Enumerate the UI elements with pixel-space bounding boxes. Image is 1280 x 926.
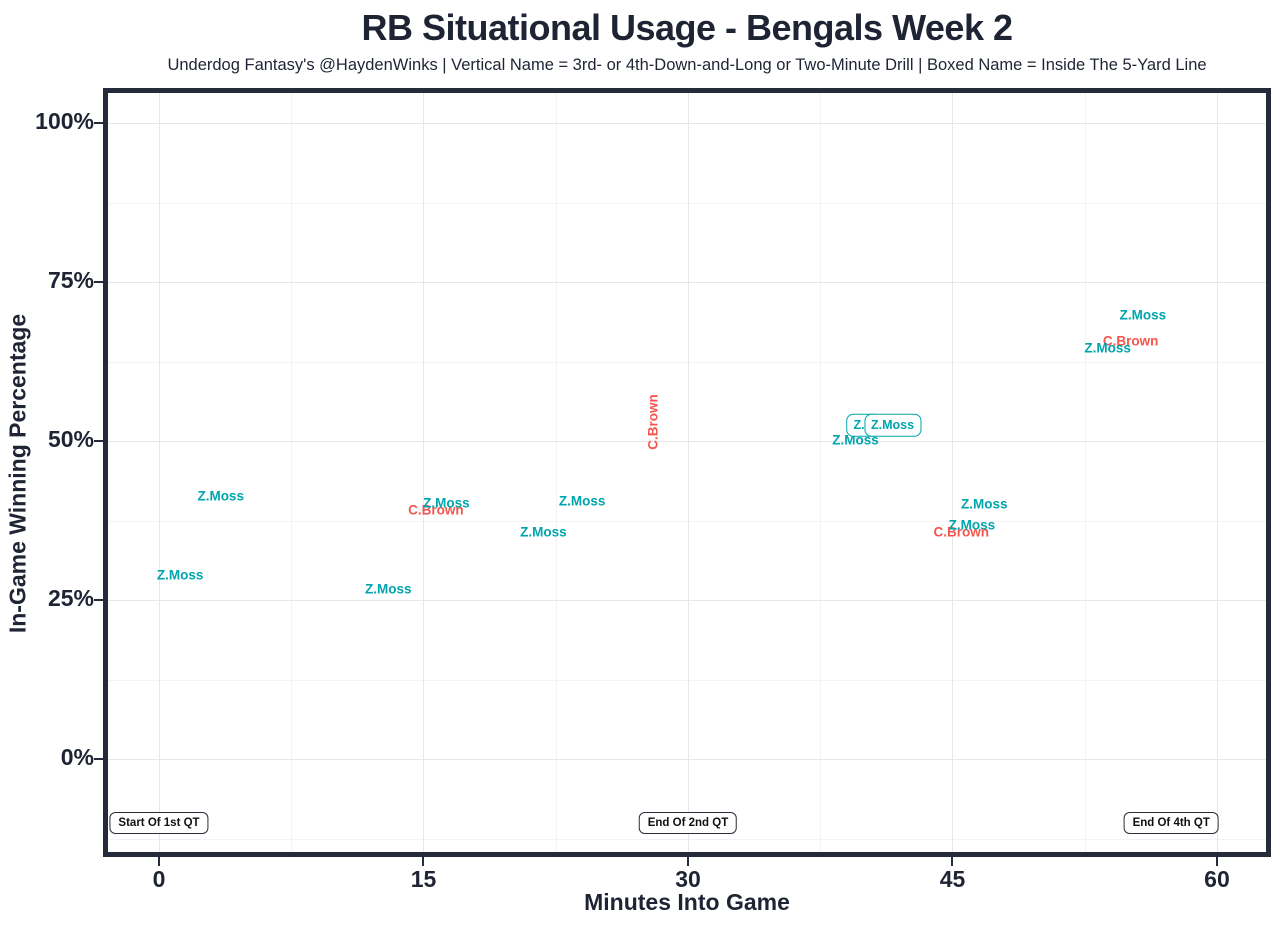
player-label-zmoss: Z.Moss — [948, 517, 996, 533]
x-tick-mark — [686, 857, 689, 866]
player-label-zmoss: Z.Moss — [864, 413, 922, 437]
plot-panel: Z.Moss Z.Moss Z.Moss Z.Moss Z.Moss Z.Moss Z.Mo… — [103, 88, 1271, 857]
gridline-major — [108, 759, 1266, 760]
x-tick-mark — [1215, 857, 1218, 866]
y-tick-mark — [94, 758, 103, 760]
player-label-zmoss: Z.Moss — [1084, 340, 1131, 356]
y-tick-label: 50% — [47, 426, 94, 453]
x-tick-mark — [422, 857, 425, 866]
gridline-minor — [1084, 93, 1086, 852]
x-tick-mark — [951, 857, 954, 866]
grid-layer — [108, 93, 1266, 852]
gridline-minor — [555, 93, 557, 852]
player-label-zmoss: Z.Moss — [423, 494, 470, 510]
gridline-minor — [820, 93, 822, 852]
y-tick-label: 75% — [47, 267, 94, 294]
gridline-minor — [108, 361, 1266, 363]
player-label-zmoss: Z.Moss — [156, 566, 204, 582]
y-axis-title: In-Game Winning Percentage — [4, 313, 31, 634]
x-tick-label: 15 — [410, 866, 437, 892]
x-tick-label: 0 — [152, 866, 166, 892]
player-label-zmoss: Z.Moss — [960, 496, 1008, 512]
title-block: RB Situational Usage - Bengals Week 2 Un… — [103, 6, 1271, 75]
gridline-major — [108, 123, 1266, 124]
gridline-major — [108, 282, 1266, 283]
x-tick-label: 30 — [675, 866, 701, 892]
gridline-minor — [291, 93, 293, 852]
quarter-annotation: End Of 2nd QT — [638, 811, 738, 834]
gridline-major — [1216, 93, 1218, 852]
player-label-cbrown: C.Brown — [1102, 333, 1159, 349]
player-label-zmoss: Z.Moss — [520, 524, 567, 540]
gridline-minor — [108, 838, 1266, 840]
quarter-annotation: Start Of 1st QT — [109, 811, 209, 834]
x-tick-label: 60 — [1204, 866, 1230, 892]
gridline-major — [108, 600, 1266, 601]
gridline-minor — [108, 520, 1266, 522]
gridline-major — [687, 93, 689, 852]
plot-annotation-layer: Z.Moss Z.Moss Z.Moss Z.Moss Z.Moss Z.Moss Z.Mo… — [108, 93, 1266, 852]
player-label-zmoss: Z.Moss — [197, 488, 244, 504]
y-tick-label: 100% — [35, 108, 94, 135]
player-label-cbrown: C.Brown — [933, 524, 990, 540]
gridline-minor — [108, 202, 1266, 204]
quarter-annotation: End Of 4th QT — [1123, 811, 1219, 834]
player-label-zmoss: Z.Moss — [1119, 307, 1167, 323]
x-tick-mark — [158, 857, 160, 866]
gridline-major — [159, 93, 160, 852]
gridline-minor — [108, 679, 1266, 681]
x-axis-title: Minutes Into Game — [584, 889, 790, 915]
y-tick-label: 25% — [47, 585, 94, 612]
y-tick-label: 0% — [60, 744, 94, 771]
gridline-major — [108, 441, 1266, 442]
player-label-cbrown: C.Brown — [644, 394, 660, 450]
y-tick-mark — [94, 440, 103, 442]
player-label-zmoss: Z.Moss — [558, 493, 606, 509]
chart-title: RB Situational Usage - Bengals Week 2 — [361, 7, 1013, 48]
player-label-cbrown: C.Brown — [408, 501, 464, 517]
y-tick-mark — [94, 281, 103, 283]
y-tick-mark — [94, 599, 103, 601]
y-tick-mark — [94, 122, 103, 124]
gridline-major — [423, 93, 425, 852]
player-label-zmoss: Z.Moss — [364, 581, 412, 597]
gridline-major — [952, 93, 954, 852]
chart-subtitle: Underdog Fantasy's @HaydenWinks | Vertic… — [167, 56, 1207, 75]
x-tick-label: 45 — [939, 866, 966, 892]
